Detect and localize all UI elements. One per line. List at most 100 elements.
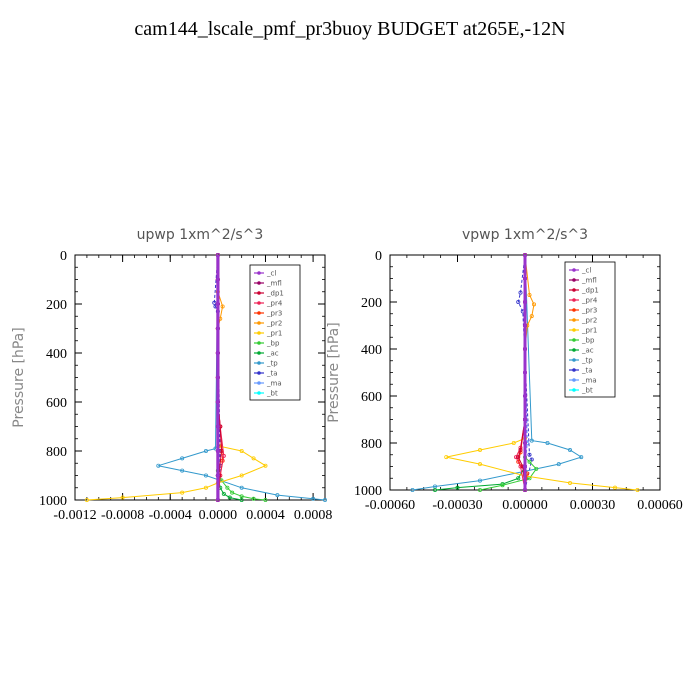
data-point xyxy=(215,473,220,478)
data-point xyxy=(251,496,256,501)
data-point xyxy=(477,448,482,453)
legend-label: _pr1 xyxy=(266,330,282,338)
y-tick-label: 200 xyxy=(361,296,382,311)
data-point xyxy=(239,497,244,502)
legend-label: _cl xyxy=(581,267,591,275)
legend-marker xyxy=(572,388,576,392)
legend-label: _bt xyxy=(581,387,593,395)
data-point xyxy=(212,300,217,305)
data-point xyxy=(500,483,505,488)
x-tick-label: 0.0004 xyxy=(246,508,285,523)
figure-title: cam144_lscale_pmf_pr3buoy BUDGET at265E,… xyxy=(134,18,566,40)
data-point xyxy=(220,304,225,309)
data-point xyxy=(215,497,220,502)
legend: _cl _mfl _dp1 _pr4 _pr3 _pr2 _pr1 _bp _ac _tp _ta _… xyxy=(564,261,616,398)
y-tick-label: 1000 xyxy=(354,484,382,499)
y-tick-label: 400 xyxy=(46,347,67,362)
data-point xyxy=(203,473,208,478)
x-tick-label: 0.00000 xyxy=(502,498,548,513)
data-point xyxy=(532,302,537,307)
data-point xyxy=(511,440,516,445)
y-axis-label: Pressure [hPa] xyxy=(326,322,342,422)
data-point xyxy=(120,495,125,500)
data-point xyxy=(477,478,482,483)
data-point xyxy=(251,456,256,461)
series-line-tp xyxy=(158,254,326,501)
legend-label: _dp1 xyxy=(581,287,599,295)
data-point xyxy=(180,468,185,473)
y-axis-label: Pressure [hPa] xyxy=(11,327,27,427)
data-point xyxy=(523,487,528,492)
data-point xyxy=(410,487,415,492)
series-line-pr1 xyxy=(446,255,638,491)
data-point xyxy=(523,299,528,304)
legend-label: _cl xyxy=(266,270,276,278)
data-point xyxy=(227,495,232,500)
legend-label: _ac xyxy=(581,347,594,355)
legend-label: _ma xyxy=(266,380,282,388)
legend-marker xyxy=(257,291,261,295)
data-point xyxy=(215,301,220,306)
legend-marker xyxy=(572,358,576,362)
legend-marker xyxy=(572,308,576,312)
legend-marker xyxy=(572,368,576,372)
legend-marker xyxy=(572,318,576,322)
data-point xyxy=(215,448,220,453)
legend-label: _ma xyxy=(581,377,597,385)
legend-marker xyxy=(572,268,576,272)
chart-panel-vpwp: vpwp 1xm^2/s^3 Pressure [hPa] -0.00060 -0.0… xyxy=(326,227,683,513)
x-tick-label: -0.0004 xyxy=(149,508,192,523)
series-line-ac xyxy=(434,255,526,491)
data-point xyxy=(523,440,528,445)
series-line-ta xyxy=(517,254,533,491)
data-point xyxy=(523,323,528,328)
legend-label: _pr3 xyxy=(581,307,597,315)
data-point xyxy=(221,453,226,458)
data-point xyxy=(444,455,449,460)
data-point xyxy=(529,314,534,319)
legend-marker xyxy=(572,298,576,302)
y-tick-label: 400 xyxy=(361,343,382,358)
data-point xyxy=(84,497,89,502)
data-point xyxy=(527,452,532,457)
data-point xyxy=(516,459,521,464)
legend-marker xyxy=(572,338,576,342)
x-tick-label: 0.0008 xyxy=(294,508,333,523)
legend-marker xyxy=(572,328,576,332)
legend-marker xyxy=(257,281,261,285)
data-point xyxy=(180,490,185,495)
legend-marker xyxy=(257,271,261,275)
x-tick-label: 0.00030 xyxy=(570,498,616,513)
data-point xyxy=(477,487,482,492)
data-point xyxy=(225,485,230,490)
series-line-tp xyxy=(412,254,583,491)
data-point xyxy=(180,456,185,461)
legend-label: _bt xyxy=(266,390,278,398)
legend-label: _bp xyxy=(581,337,595,345)
legend-label: _pr4 xyxy=(581,297,598,305)
legend-marker xyxy=(257,381,261,385)
data-point xyxy=(215,399,220,404)
data-point xyxy=(516,455,521,460)
data-point xyxy=(518,464,523,469)
data-point xyxy=(568,448,573,453)
legend-marker xyxy=(257,321,261,325)
data-point xyxy=(516,476,521,481)
legend-marker xyxy=(257,311,261,315)
data-point xyxy=(215,350,220,355)
data-point xyxy=(514,455,519,460)
series-line-ac xyxy=(217,255,242,501)
panel-title: vpwp 1xm^2/s^3 xyxy=(462,227,588,243)
legend-label: _pr2 xyxy=(581,317,597,325)
legend-marker xyxy=(572,348,576,352)
data-point xyxy=(230,490,235,495)
data-point xyxy=(455,485,460,490)
data-point xyxy=(263,463,268,468)
legend-label: _pr1 xyxy=(581,327,597,335)
x-tick-label: -0.0008 xyxy=(101,508,144,523)
data-point xyxy=(523,464,528,469)
y-tick-label: 600 xyxy=(46,396,67,411)
data-point xyxy=(529,438,534,443)
legend-marker xyxy=(572,288,576,292)
